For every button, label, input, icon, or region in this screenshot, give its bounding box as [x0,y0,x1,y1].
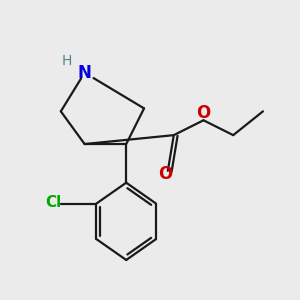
Text: Cl: Cl [45,194,62,209]
Text: H: H [61,54,72,68]
Text: O: O [196,104,211,122]
Text: N: N [78,64,92,82]
Text: O: O [158,165,172,183]
